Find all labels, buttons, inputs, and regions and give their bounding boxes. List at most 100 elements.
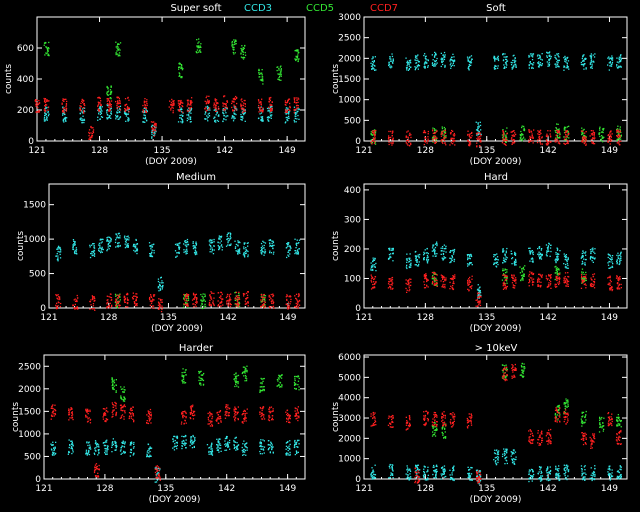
data-point-dot (152, 294, 155, 296)
data-point-dot (151, 130, 154, 133)
data-point-dot (528, 131, 530, 133)
data-point-dot (232, 98, 234, 100)
data-point-dot (75, 249, 77, 251)
data-point-dot (541, 53, 543, 55)
data-point-dot (511, 143, 513, 145)
x-axis-label: (DOY 2009) (151, 324, 203, 334)
data-point-dot (118, 97, 120, 100)
data-point-dot (117, 115, 119, 117)
data-point-dot (99, 106, 101, 108)
data-point-dot (272, 247, 274, 250)
data-point-dot (158, 290, 160, 292)
data-point-dot (259, 113, 261, 115)
data-point-dot (145, 111, 148, 114)
data-point-dot (477, 136, 479, 138)
data-point-dot (209, 240, 211, 242)
data-point-dot (101, 106, 103, 108)
data-point-dot (583, 128, 585, 131)
data-point-dot (128, 108, 130, 110)
data-point-dot (424, 249, 426, 251)
data-point-dot (175, 256, 177, 258)
data-point-dot (297, 54, 299, 56)
data-point-dot (433, 64, 435, 66)
data-point-dot (110, 113, 113, 115)
data-point-dot (435, 283, 437, 285)
data-point-dot (523, 274, 525, 276)
data-point-dot (219, 301, 221, 303)
data-point-dot (502, 268, 504, 270)
data-point-dot (589, 258, 592, 260)
data-point-dot (261, 74, 263, 76)
data-point-dot (270, 252, 273, 254)
data-point-dot (195, 297, 197, 299)
data-point-dot (493, 67, 495, 69)
data-point-ccd7 (607, 130, 613, 145)
data-point-dot (278, 79, 280, 81)
data-point-dot (63, 112, 66, 114)
data-point-dot (228, 294, 230, 296)
data-point-dot (371, 58, 373, 60)
data-point-dot (244, 45, 246, 47)
data-point-dot (410, 62, 412, 64)
data-point-dot (423, 259, 425, 261)
data-point-dot (408, 258, 411, 261)
data-point-dot (565, 256, 568, 258)
data-point-dot (406, 67, 408, 69)
data-point-dot (217, 241, 219, 243)
data-point-dot (258, 100, 260, 102)
data-point-dot (260, 103, 262, 105)
data-point-dot (295, 250, 297, 252)
data-point-dot (158, 306, 161, 308)
data-point-dot (60, 251, 62, 253)
data-point-dot (504, 258, 506, 260)
data-point-dot (124, 110, 126, 112)
data-point-ccd5 (43, 41, 50, 57)
data-point-dot (186, 117, 189, 119)
data-point-dot (609, 65, 611, 67)
data-point-dot (566, 261, 568, 263)
x-axis-label: (DOY 2009) (145, 157, 197, 167)
data-point-dot (555, 63, 557, 65)
data-point-dot (298, 239, 301, 241)
data-point-dot (558, 130, 560, 132)
data-point-dot (59, 253, 61, 256)
data-point-dot (119, 244, 121, 247)
data-point-dot (528, 247, 530, 249)
data-point-dot (529, 53, 532, 55)
data-point-dot (242, 254, 245, 256)
data-point-dot (370, 141, 372, 143)
data-point-dot (109, 105, 111, 107)
data-point-dot (151, 124, 153, 126)
data-point-ccd7 (148, 294, 156, 309)
data-point-dot (151, 307, 153, 309)
data-point-dot (82, 101, 84, 104)
data-point-dot (387, 258, 390, 260)
data-point-ccd7 (467, 275, 473, 292)
data-point-ccd7 (440, 274, 447, 289)
data-point-dot (513, 139, 515, 142)
data-point-dot (295, 302, 297, 305)
data-point-dot (390, 60, 392, 62)
data-point-dot (144, 106, 146, 109)
data-point-dot (547, 248, 549, 251)
data-point-dot (247, 250, 249, 253)
data-point-dot (436, 274, 438, 276)
data-point-dot (564, 256, 567, 258)
data-point-dot (532, 64, 534, 66)
data-point-dot (372, 67, 374, 69)
data-point-dot (506, 257, 508, 259)
data-point-dot (99, 113, 102, 116)
data-point-dot (432, 136, 434, 138)
data-point-dot (100, 251, 102, 254)
data-point-dot (617, 257, 619, 260)
data-point-dot (504, 275, 506, 277)
data-point-dot (546, 55, 548, 57)
data-point-ccd7 (225, 293, 232, 308)
data-point-dot (556, 270, 558, 272)
data-point-dot (242, 117, 244, 119)
data-point-dot (202, 296, 204, 298)
data-point-dot (152, 128, 154, 130)
data-point-dot (511, 137, 513, 139)
data-point-dot (418, 261, 420, 263)
data-point-dot (277, 78, 279, 80)
